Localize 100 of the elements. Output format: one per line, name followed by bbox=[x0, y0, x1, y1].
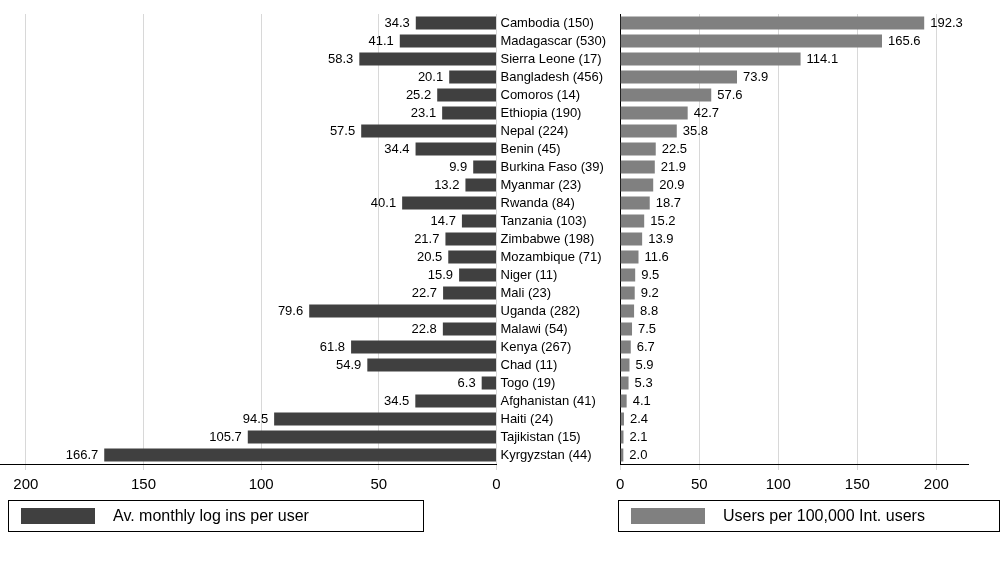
bar bbox=[437, 88, 496, 102]
data-label: 25.2 bbox=[405, 86, 432, 102]
data-label: 7.5 bbox=[638, 320, 657, 336]
y-tick-label: Tajikistan (15) bbox=[500, 428, 581, 444]
bar bbox=[620, 394, 627, 408]
bar bbox=[620, 232, 643, 246]
bar bbox=[247, 430, 496, 444]
y-tick-label: Benin (45) bbox=[500, 140, 561, 156]
legend-label: Av. monthly log ins per user bbox=[113, 507, 309, 525]
bar bbox=[415, 142, 496, 156]
bar bbox=[620, 106, 688, 120]
y-tick-label: Mali (23) bbox=[500, 284, 552, 300]
bar bbox=[351, 340, 496, 354]
data-label: 114.1 bbox=[806, 50, 839, 66]
data-label: 21.9 bbox=[660, 158, 687, 174]
bar bbox=[465, 178, 496, 192]
x-tick-label: 50 bbox=[690, 475, 708, 493]
data-label: 23.1 bbox=[410, 104, 437, 120]
x-tick-label: 50 bbox=[370, 475, 388, 493]
bar bbox=[443, 286, 496, 300]
data-label: 34.5 bbox=[384, 392, 410, 408]
x-tick-label: 150 bbox=[844, 475, 870, 493]
y-tick-label: Togo (19) bbox=[500, 374, 556, 390]
data-label: 21.7 bbox=[414, 230, 440, 246]
bar bbox=[461, 214, 496, 228]
data-label: 105.7 bbox=[209, 428, 242, 444]
bar bbox=[104, 448, 496, 462]
y-tick-label: Kenya (267) bbox=[500, 338, 572, 354]
data-label: 9.5 bbox=[641, 266, 660, 282]
y-tick-label: Cambodia (150) bbox=[500, 14, 594, 30]
x-tick-label: 200 bbox=[13, 475, 39, 493]
data-label: 35.8 bbox=[682, 122, 709, 138]
bar bbox=[620, 70, 738, 84]
y-tick-label: Madagascar (530) bbox=[500, 32, 606, 48]
data-label: 2.4 bbox=[629, 410, 649, 426]
bar bbox=[473, 160, 496, 174]
y-tick-label: Bangladesh (456) bbox=[500, 68, 604, 84]
y-tick-label: Burkina Faso (39) bbox=[500, 158, 604, 174]
data-label: 79.6 bbox=[277, 302, 304, 318]
bar bbox=[399, 34, 496, 48]
bar bbox=[274, 412, 496, 426]
x-tick-label: 100 bbox=[248, 475, 274, 493]
data-label: 9.9 bbox=[449, 158, 468, 174]
y-tick-label: Zimbabwe (198) bbox=[500, 230, 595, 246]
x-tick-label: 100 bbox=[765, 475, 791, 493]
data-label: 57.5 bbox=[329, 122, 356, 138]
bar bbox=[620, 160, 655, 174]
y-tick-label: Niger (11) bbox=[500, 266, 558, 282]
data-label: 40.1 bbox=[370, 194, 397, 210]
y-tick-label: Tanzania (103) bbox=[500, 212, 587, 228]
data-label: 13.2 bbox=[434, 176, 460, 192]
data-label: 20.9 bbox=[659, 176, 685, 192]
data-label: 166.7 bbox=[65, 446, 99, 462]
bar bbox=[620, 124, 677, 138]
data-label: 14.7 bbox=[430, 212, 456, 228]
bar bbox=[361, 124, 496, 138]
data-label: 8.8 bbox=[640, 302, 659, 318]
x-tick-label: 200 bbox=[923, 475, 949, 493]
x-tick-label: 0 bbox=[492, 475, 501, 493]
bar bbox=[448, 250, 496, 264]
bar bbox=[620, 340, 631, 354]
data-label: 34.4 bbox=[384, 140, 410, 156]
bar bbox=[367, 358, 496, 372]
data-label: 2.1 bbox=[629, 428, 648, 444]
data-label: 42.7 bbox=[693, 104, 719, 120]
y-tick-label: Myanmar (23) bbox=[500, 176, 582, 192]
bar bbox=[449, 70, 496, 84]
bar bbox=[620, 52, 801, 66]
data-label: 4.1 bbox=[632, 392, 651, 408]
data-label: 20.5 bbox=[416, 248, 443, 264]
data-label: 20.1 bbox=[417, 68, 444, 84]
data-label: 5.9 bbox=[635, 356, 654, 372]
bar bbox=[620, 286, 635, 300]
data-label: 6.3 bbox=[457, 374, 476, 390]
data-label: 192.3 bbox=[930, 14, 963, 30]
data-label: 15.2 bbox=[650, 212, 676, 228]
y-tick-label: Nepal (224) bbox=[500, 122, 569, 138]
bar bbox=[620, 322, 633, 336]
y-tick-label: Haiti (24) bbox=[500, 410, 554, 426]
bar bbox=[620, 250, 639, 264]
data-label: 15.9 bbox=[427, 266, 454, 282]
bar bbox=[402, 196, 496, 210]
x-tick-label: 0 bbox=[616, 475, 625, 493]
data-label: 13.9 bbox=[648, 230, 674, 246]
bar bbox=[415, 394, 496, 408]
y-tick-label: Sierra Leone (17) bbox=[500, 50, 602, 66]
bar bbox=[445, 232, 496, 246]
data-label: 18.7 bbox=[655, 194, 682, 210]
y-tick-label: Mozambique (71) bbox=[500, 248, 602, 264]
bar bbox=[442, 322, 496, 336]
data-label: 41.1 bbox=[368, 32, 394, 48]
bar bbox=[620, 376, 629, 390]
bar bbox=[481, 376, 496, 390]
data-label: 94.5 bbox=[242, 410, 269, 426]
y-tick-label: Afghanistan (41) bbox=[500, 392, 596, 408]
bar bbox=[620, 142, 656, 156]
bar bbox=[620, 178, 654, 192]
data-label: 22.8 bbox=[411, 320, 437, 336]
data-label: 9.2 bbox=[640, 284, 659, 300]
data-label: 6.7 bbox=[636, 338, 655, 354]
